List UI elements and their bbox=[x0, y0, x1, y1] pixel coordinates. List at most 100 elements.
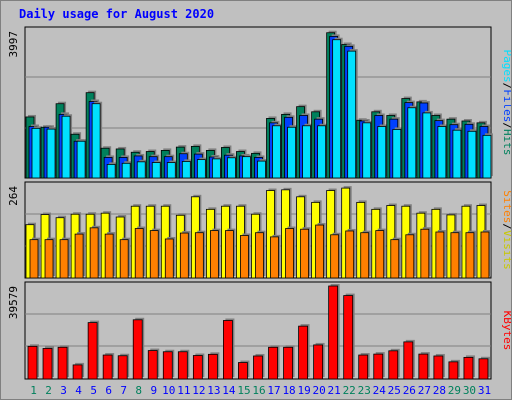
bar-sites-day-1 bbox=[29, 239, 39, 279]
day-label-18: 18 bbox=[282, 384, 295, 397]
legend-entry-visits: Visits bbox=[501, 230, 511, 270]
day-label-24: 24 bbox=[373, 384, 387, 397]
bar-pages-day-17 bbox=[272, 125, 281, 179]
bar-kbytes-day-12 bbox=[192, 355, 203, 380]
bar-sites-day-7 bbox=[119, 239, 129, 279]
bar-sites-day-25 bbox=[390, 239, 400, 279]
legend-entry-pages: Pages bbox=[501, 50, 511, 83]
day-label-14: 14 bbox=[222, 384, 236, 397]
day-label-19: 19 bbox=[297, 384, 310, 397]
bar-pages-day-10 bbox=[166, 162, 176, 179]
day-label-17: 17 bbox=[267, 384, 280, 397]
bar-pages-day-14 bbox=[227, 157, 236, 179]
bar-kbytes-day-11 bbox=[177, 351, 188, 380]
bar-pages-day-20 bbox=[317, 125, 327, 179]
day-label-28: 28 bbox=[433, 384, 446, 397]
bar-sites-day-22 bbox=[345, 230, 355, 279]
bar-pages-day-13 bbox=[211, 158, 221, 179]
bar-pages-day-15 bbox=[242, 156, 251, 179]
bar-pages-day-6 bbox=[106, 163, 116, 179]
bar-pages-day-1 bbox=[31, 127, 41, 179]
bar-kbytes-day-19 bbox=[298, 325, 308, 380]
bar-kbytes-day-21 bbox=[328, 285, 339, 380]
bar-pages-day-31 bbox=[482, 134, 492, 179]
bar-kbytes-day-13 bbox=[207, 353, 218, 380]
bar-kbytes-day-4 bbox=[72, 364, 83, 380]
bar-sites-day-12 bbox=[194, 232, 204, 279]
day-label-26: 26 bbox=[403, 384, 416, 397]
day-label-30: 30 bbox=[463, 384, 476, 397]
day-label-6: 6 bbox=[105, 384, 112, 397]
bar-kbytes-day-2 bbox=[42, 348, 53, 380]
day-label-27: 27 bbox=[418, 384, 431, 397]
bar-pages-day-12 bbox=[196, 159, 206, 179]
bar-pages-day-3 bbox=[61, 115, 71, 179]
bar-sites-day-14 bbox=[225, 230, 234, 279]
bar-sites-day-9 bbox=[149, 230, 159, 279]
legend-separator: / bbox=[501, 223, 511, 230]
bar-sites-day-8 bbox=[134, 228, 144, 279]
bar-pages-day-29 bbox=[452, 129, 462, 179]
bar-pages-day-4 bbox=[76, 140, 86, 179]
bar-sites-day-28 bbox=[435, 231, 445, 279]
bar-kbytes-day-27 bbox=[418, 353, 429, 380]
bar-sites-day-24 bbox=[375, 230, 385, 279]
bar-kbytes-day-8 bbox=[132, 319, 143, 380]
bar-pages-day-28 bbox=[437, 126, 447, 179]
bar-kbytes-day-23 bbox=[358, 354, 369, 380]
legend-kbytes: KBytes bbox=[501, 311, 511, 351]
bar-pages-day-25 bbox=[392, 129, 402, 179]
legend-entry-sites: Sites bbox=[501, 190, 511, 223]
panel-2-max-label: 264 bbox=[7, 186, 20, 206]
bar-sites-day-21 bbox=[330, 234, 340, 279]
legend-separator: / bbox=[501, 83, 511, 90]
bar-sites-day-30 bbox=[465, 232, 475, 279]
day-label-21: 21 bbox=[328, 384, 341, 397]
day-label-7: 7 bbox=[120, 384, 127, 397]
day-label-25: 25 bbox=[388, 384, 401, 397]
day-label-4: 4 bbox=[75, 384, 82, 397]
panel-1-max-label: 3997 bbox=[7, 31, 20, 58]
bar-sites-day-10 bbox=[164, 238, 174, 279]
legend-separator: / bbox=[501, 122, 511, 129]
bar-pages-day-30 bbox=[467, 130, 477, 179]
day-label-22: 22 bbox=[343, 384, 356, 397]
bar-kbytes-day-24 bbox=[373, 353, 384, 380]
day-label-31: 31 bbox=[478, 384, 491, 397]
bar-pages-day-11 bbox=[181, 161, 191, 179]
bar-pages-day-7 bbox=[121, 162, 131, 179]
bar-kbytes-day-10 bbox=[162, 351, 173, 380]
bar-kbytes-day-29 bbox=[448, 361, 459, 380]
day-label-10: 10 bbox=[162, 384, 175, 397]
day-label-8: 8 bbox=[135, 384, 142, 397]
bar-pages-day-2 bbox=[46, 128, 56, 179]
bar-pages-day-22 bbox=[347, 50, 357, 179]
bar-pages-day-5 bbox=[91, 103, 101, 179]
day-label-15: 15 bbox=[237, 384, 250, 397]
bar-kbytes-day-6 bbox=[102, 354, 113, 380]
day-label-12: 12 bbox=[192, 384, 205, 397]
bar-sites-day-6 bbox=[104, 233, 114, 279]
day-label-9: 9 bbox=[150, 384, 157, 397]
bar-sites-day-3 bbox=[59, 239, 69, 279]
bar-kbytes-day-3 bbox=[57, 346, 68, 380]
bar-kbytes-day-28 bbox=[433, 355, 444, 380]
bar-pages-day-19 bbox=[302, 125, 311, 179]
legend-hits-files-pages: Pages/Files/Hits bbox=[501, 50, 511, 156]
bar-sites-day-27 bbox=[420, 228, 430, 279]
bar-kbytes-day-25 bbox=[388, 350, 399, 380]
bar-sites-day-26 bbox=[405, 234, 415, 279]
day-label-2: 2 bbox=[45, 384, 52, 397]
bar-sites-day-5 bbox=[89, 227, 99, 279]
legend-sites-visits: Sites/Visits bbox=[501, 190, 511, 270]
bar-kbytes-day-18 bbox=[283, 346, 293, 380]
bar-sites-day-29 bbox=[450, 232, 460, 279]
bar-kbytes-day-15 bbox=[238, 362, 248, 380]
legend-entry-hits: Hits bbox=[501, 129, 511, 156]
panel-3-max-label: 39579 bbox=[7, 286, 20, 319]
day-label-29: 29 bbox=[448, 384, 461, 397]
bar-sites-day-15 bbox=[240, 235, 249, 279]
bar-kbytes-day-30 bbox=[463, 356, 474, 380]
